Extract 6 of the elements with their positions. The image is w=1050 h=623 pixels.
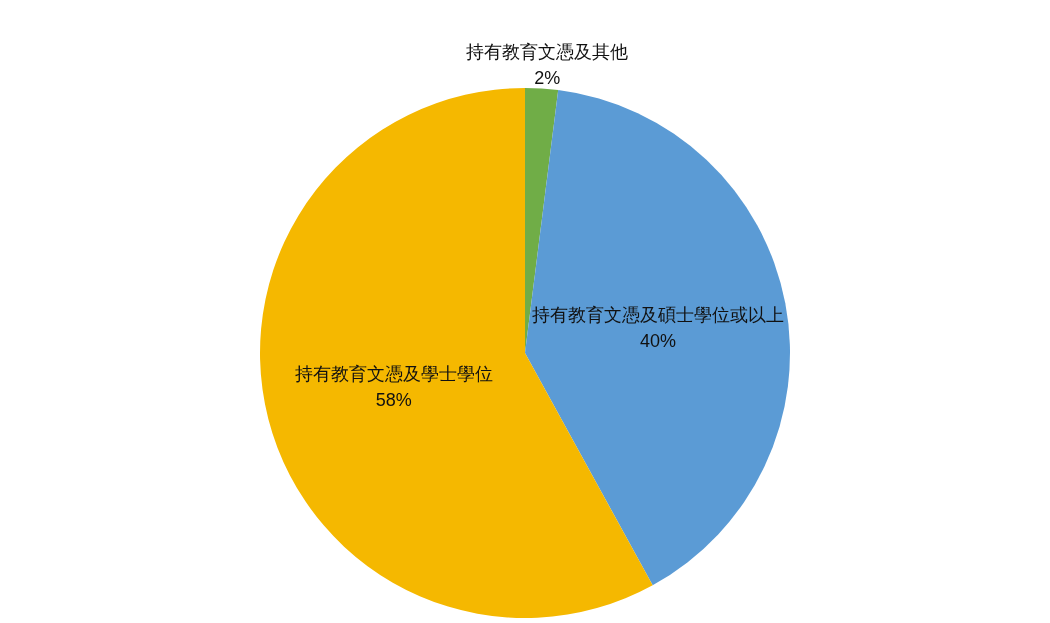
data-label: 40%	[640, 330, 677, 351]
data-label: 58%	[375, 389, 412, 410]
slice-label: 持有教育文憑及碩士學位或以上	[532, 304, 785, 325]
slice-label: 持有教育文憑及學士學位	[294, 363, 493, 384]
data-label: 2%	[534, 67, 561, 88]
slice-label: 持有教育文憑及其他	[466, 41, 629, 62]
